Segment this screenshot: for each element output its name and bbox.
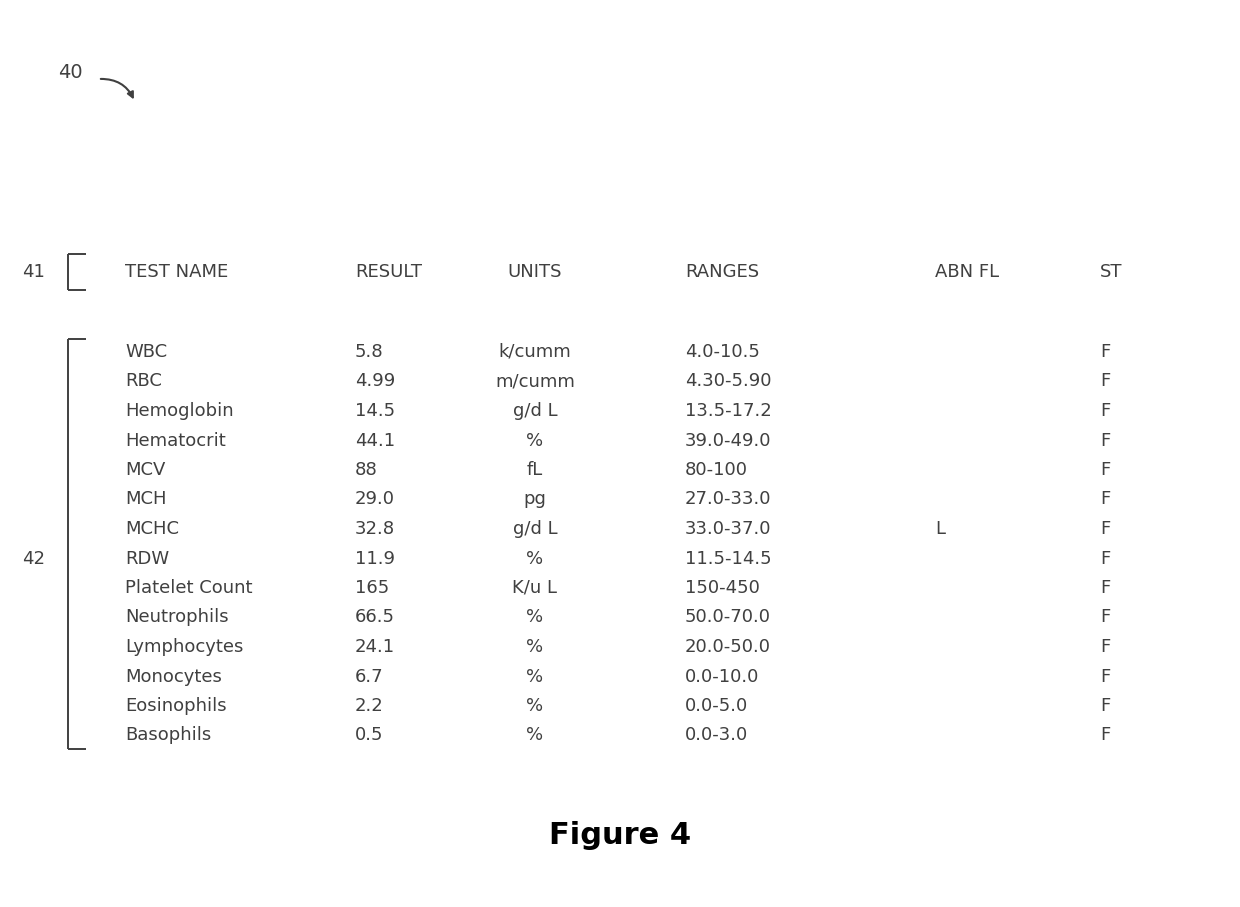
Text: Platelet Count: Platelet Count: [125, 579, 253, 597]
Text: pg: pg: [523, 491, 547, 509]
Text: TEST NAME: TEST NAME: [125, 263, 228, 281]
Text: 6.7: 6.7: [355, 668, 383, 686]
Text: 0.0-5.0: 0.0-5.0: [684, 697, 748, 715]
Text: 4.30-5.90: 4.30-5.90: [684, 373, 771, 391]
Text: 24.1: 24.1: [355, 638, 396, 656]
Text: 27.0-33.0: 27.0-33.0: [684, 491, 771, 509]
Text: 50.0-70.0: 50.0-70.0: [684, 609, 771, 627]
Text: RBC: RBC: [125, 373, 162, 391]
Text: F: F: [1100, 638, 1110, 656]
Text: 0.0-3.0: 0.0-3.0: [684, 727, 748, 745]
Text: Monocytes: Monocytes: [125, 668, 222, 686]
Text: %: %: [527, 638, 543, 656]
Text: F: F: [1100, 343, 1110, 361]
Text: F: F: [1100, 727, 1110, 745]
Text: 11.9: 11.9: [355, 550, 396, 568]
Text: Hemoglobin: Hemoglobin: [125, 402, 233, 420]
Text: %: %: [527, 697, 543, 715]
Text: 165: 165: [355, 579, 389, 597]
Text: F: F: [1100, 520, 1110, 538]
Text: 13.5-17.2: 13.5-17.2: [684, 402, 771, 420]
Text: Neutrophils: Neutrophils: [125, 609, 228, 627]
Text: L: L: [935, 520, 945, 538]
Text: RESULT: RESULT: [355, 263, 422, 281]
Text: 0.5: 0.5: [355, 727, 383, 745]
Text: 40: 40: [58, 63, 83, 82]
Text: F: F: [1100, 668, 1110, 686]
Text: fL: fL: [527, 461, 543, 479]
Text: F: F: [1100, 550, 1110, 568]
Text: g/d L: g/d L: [512, 402, 557, 420]
Text: 5.8: 5.8: [355, 343, 383, 361]
Text: F: F: [1100, 609, 1110, 627]
Text: F: F: [1100, 491, 1110, 509]
Text: 2.2: 2.2: [355, 697, 383, 715]
Text: ST: ST: [1100, 263, 1122, 281]
Text: F: F: [1100, 461, 1110, 479]
Text: Eosinophils: Eosinophils: [125, 697, 227, 715]
Text: WBC: WBC: [125, 343, 167, 361]
Text: 41: 41: [22, 263, 45, 281]
Text: UNITS: UNITS: [507, 263, 562, 281]
Text: Lymphocytes: Lymphocytes: [125, 638, 243, 656]
Text: MCV: MCV: [125, 461, 165, 479]
Text: 88: 88: [355, 461, 378, 479]
Text: 20.0-50.0: 20.0-50.0: [684, 638, 771, 656]
Text: 39.0-49.0: 39.0-49.0: [684, 432, 771, 450]
Text: RDW: RDW: [125, 550, 169, 568]
Text: F: F: [1100, 697, 1110, 715]
Text: 66.5: 66.5: [355, 609, 396, 627]
Text: MCH: MCH: [125, 491, 166, 509]
Text: F: F: [1100, 373, 1110, 391]
Text: K/u L: K/u L: [512, 579, 558, 597]
Text: 11.5-14.5: 11.5-14.5: [684, 550, 771, 568]
Text: %: %: [527, 668, 543, 686]
Text: %: %: [527, 727, 543, 745]
Text: g/d L: g/d L: [512, 520, 557, 538]
Text: MCHC: MCHC: [125, 520, 179, 538]
Text: k/cumm: k/cumm: [498, 343, 572, 361]
Text: Hematocrit: Hematocrit: [125, 432, 226, 450]
Text: m/cumm: m/cumm: [495, 373, 575, 391]
Text: %: %: [527, 432, 543, 450]
Text: ABN FL: ABN FL: [935, 263, 999, 281]
Text: Basophils: Basophils: [125, 727, 211, 745]
Text: RANGES: RANGES: [684, 263, 759, 281]
Text: 42: 42: [22, 550, 45, 568]
Text: 29.0: 29.0: [355, 491, 396, 509]
Text: %: %: [527, 609, 543, 627]
Text: 4.0-10.5: 4.0-10.5: [684, 343, 760, 361]
Text: 44.1: 44.1: [355, 432, 396, 450]
Text: 14.5: 14.5: [355, 402, 396, 420]
Text: 4.99: 4.99: [355, 373, 396, 391]
Text: F: F: [1100, 579, 1110, 597]
Text: 32.8: 32.8: [355, 520, 396, 538]
Text: 150-450: 150-450: [684, 579, 760, 597]
Text: F: F: [1100, 432, 1110, 450]
Text: %: %: [527, 550, 543, 568]
Text: Figure 4: Figure 4: [549, 821, 691, 850]
Text: 0.0-10.0: 0.0-10.0: [684, 668, 759, 686]
Text: 33.0-37.0: 33.0-37.0: [684, 520, 771, 538]
Text: F: F: [1100, 402, 1110, 420]
Text: 80-100: 80-100: [684, 461, 748, 479]
